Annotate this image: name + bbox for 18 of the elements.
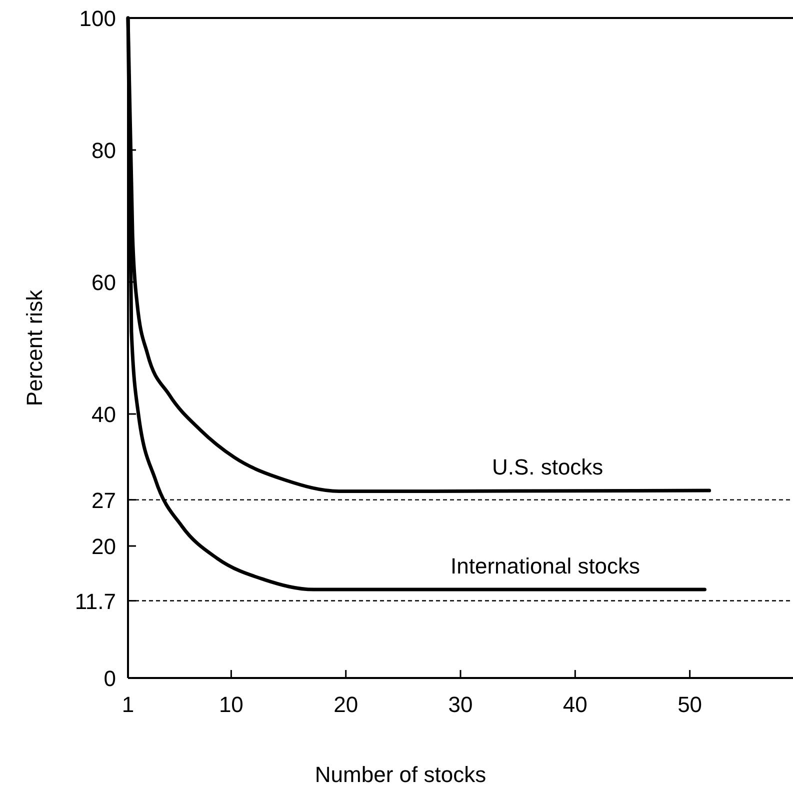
y-tick-label: 27 <box>92 488 116 513</box>
x-tick-label: 10 <box>218 692 244 717</box>
y-tick-label: 20 <box>92 534 116 559</box>
x-axis-title: Number of stocks <box>314 762 486 787</box>
y-tick-label: 0 <box>104 666 116 691</box>
y-tick-label: 80 <box>92 138 116 163</box>
y-tick-label: 100 <box>79 6 116 31</box>
y-tick-label: 60 <box>92 270 116 295</box>
series-label: U.S. stocks <box>492 454 604 480</box>
x-tick-label: 20 <box>334 692 358 717</box>
y-tick-label: 11.7 <box>74 588 116 614</box>
x-tick-label: 50 <box>678 692 702 717</box>
x-tick-label: 1 <box>122 692 134 717</box>
x-tick-label: 40 <box>562 692 588 717</box>
x-tick-label: 30 <box>448 692 473 717</box>
y-tick-label: 40 <box>92 402 116 427</box>
y-axis-title: Percent risk <box>22 288 47 406</box>
series-label: International stocks <box>450 554 640 579</box>
